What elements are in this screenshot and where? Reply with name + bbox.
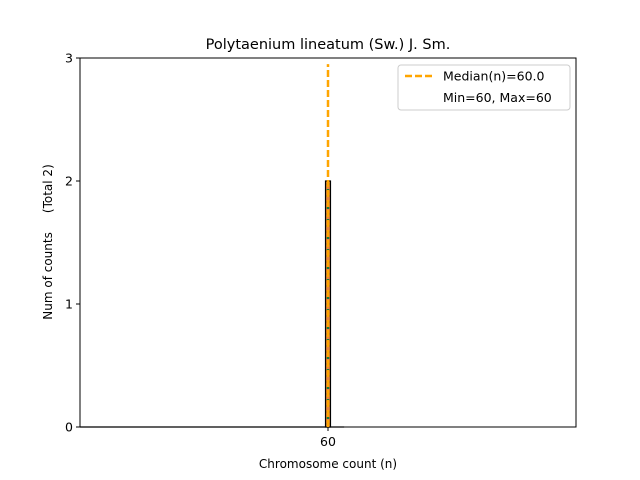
- y-axis: 0 1 2 3: [65, 51, 80, 435]
- x-axis: 60: [320, 427, 336, 449]
- x-tick-label: 60: [320, 434, 336, 449]
- x-axis-label: Chromosome count (n): [259, 457, 397, 471]
- y-axis-label: Num of counts (Total 2): [41, 164, 55, 319]
- legend-minmax-label: Min=60, Max=60: [443, 90, 552, 105]
- y-tick-label: 3: [65, 51, 73, 66]
- y-tick-label: 1: [65, 297, 73, 312]
- bars-group: [80, 180, 345, 428]
- legend: Median(n)=60.0 Min=60, Max=60: [397, 64, 571, 111]
- chart-title: Polytaenium lineatum (Sw.) J. Sm.: [206, 37, 451, 53]
- y-tick-label: 2: [65, 174, 73, 189]
- legend-median-label: Median(n)=60.0: [443, 69, 544, 84]
- y-tick-label: 0: [65, 420, 73, 435]
- legend-box: [397, 64, 571, 111]
